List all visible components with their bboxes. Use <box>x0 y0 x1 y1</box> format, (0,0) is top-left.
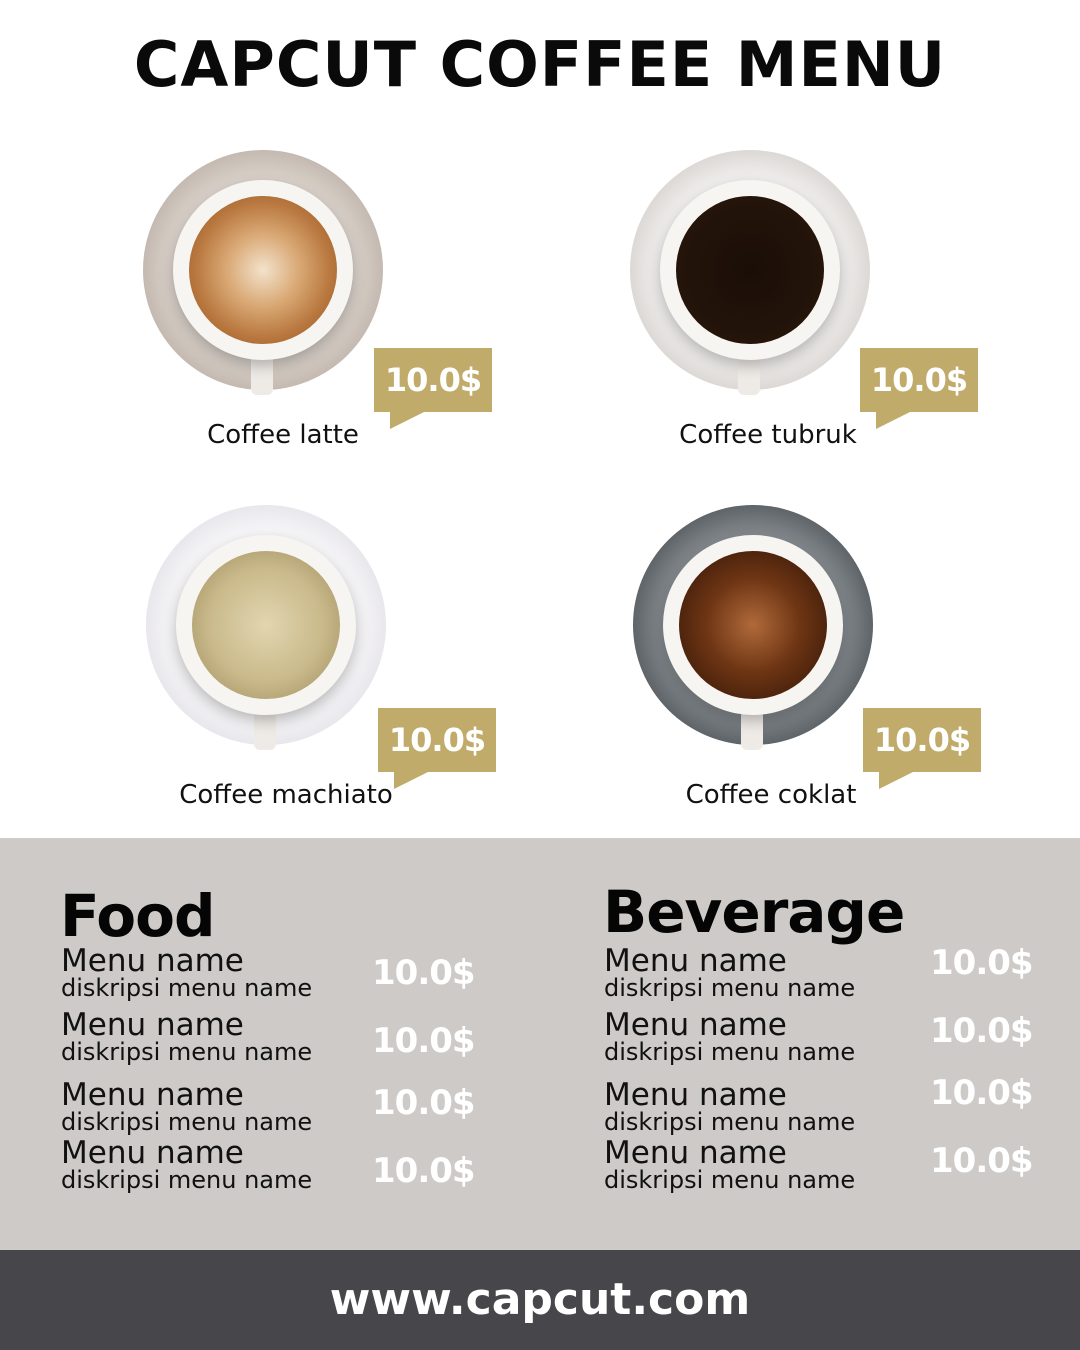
coffee-name: Coffee tubruk <box>679 420 857 450</box>
coffee-tubruk-image <box>630 150 870 395</box>
food-heading: Food <box>60 882 215 950</box>
beverage-price: 10.0$ <box>930 1011 1034 1051</box>
coffee-name: Coffee machiato <box>179 780 393 810</box>
price-tag: 10.0$ <box>863 708 981 789</box>
footer-url[interactable]: www.capcut.com <box>0 1250 1080 1350</box>
food-item: Menu name diskripsi menu name <box>61 1077 313 1136</box>
beverage-heading: Beverage <box>603 878 905 946</box>
coffee-latte-image <box>143 150 383 395</box>
price-tag: 10.0$ <box>374 348 492 429</box>
food-item: Menu name diskripsi menu name <box>61 943 313 1002</box>
food-price: 10.0$ <box>372 1083 476 1123</box>
menu-panel: Food Beverage Menu name diskripsi menu na… <box>0 838 1080 1250</box>
coffee-coklat-image <box>633 505 873 750</box>
beverage-price: 10.0$ <box>930 1073 1034 1113</box>
coffee-name: Coffee coklat <box>685 780 857 810</box>
food-item: Menu name diskripsi menu name <box>61 1007 313 1066</box>
price-tag: 10.0$ <box>378 708 496 789</box>
food-price: 10.0$ <box>372 1151 476 1191</box>
beverage-item: Menu name diskripsi menu name <box>604 943 856 1002</box>
food-price: 10.0$ <box>372 953 476 993</box>
beverage-item: Menu name diskripsi menu name <box>604 1135 856 1194</box>
food-item: Menu name diskripsi menu name <box>61 1135 313 1194</box>
beverage-price: 10.0$ <box>930 943 1034 983</box>
food-price: 10.0$ <box>372 1021 476 1061</box>
coffee-name: Coffee latte <box>207 420 359 450</box>
page-title: CAPCUT COFFEE MENU <box>133 28 947 101</box>
price-tag: 10.0$ <box>860 348 978 429</box>
coffee-machiato-image <box>146 505 386 750</box>
beverage-item: Menu name diskripsi menu name <box>604 1007 856 1066</box>
beverage-price: 10.0$ <box>930 1141 1034 1181</box>
beverage-item: Menu name diskripsi menu name <box>604 1077 856 1136</box>
